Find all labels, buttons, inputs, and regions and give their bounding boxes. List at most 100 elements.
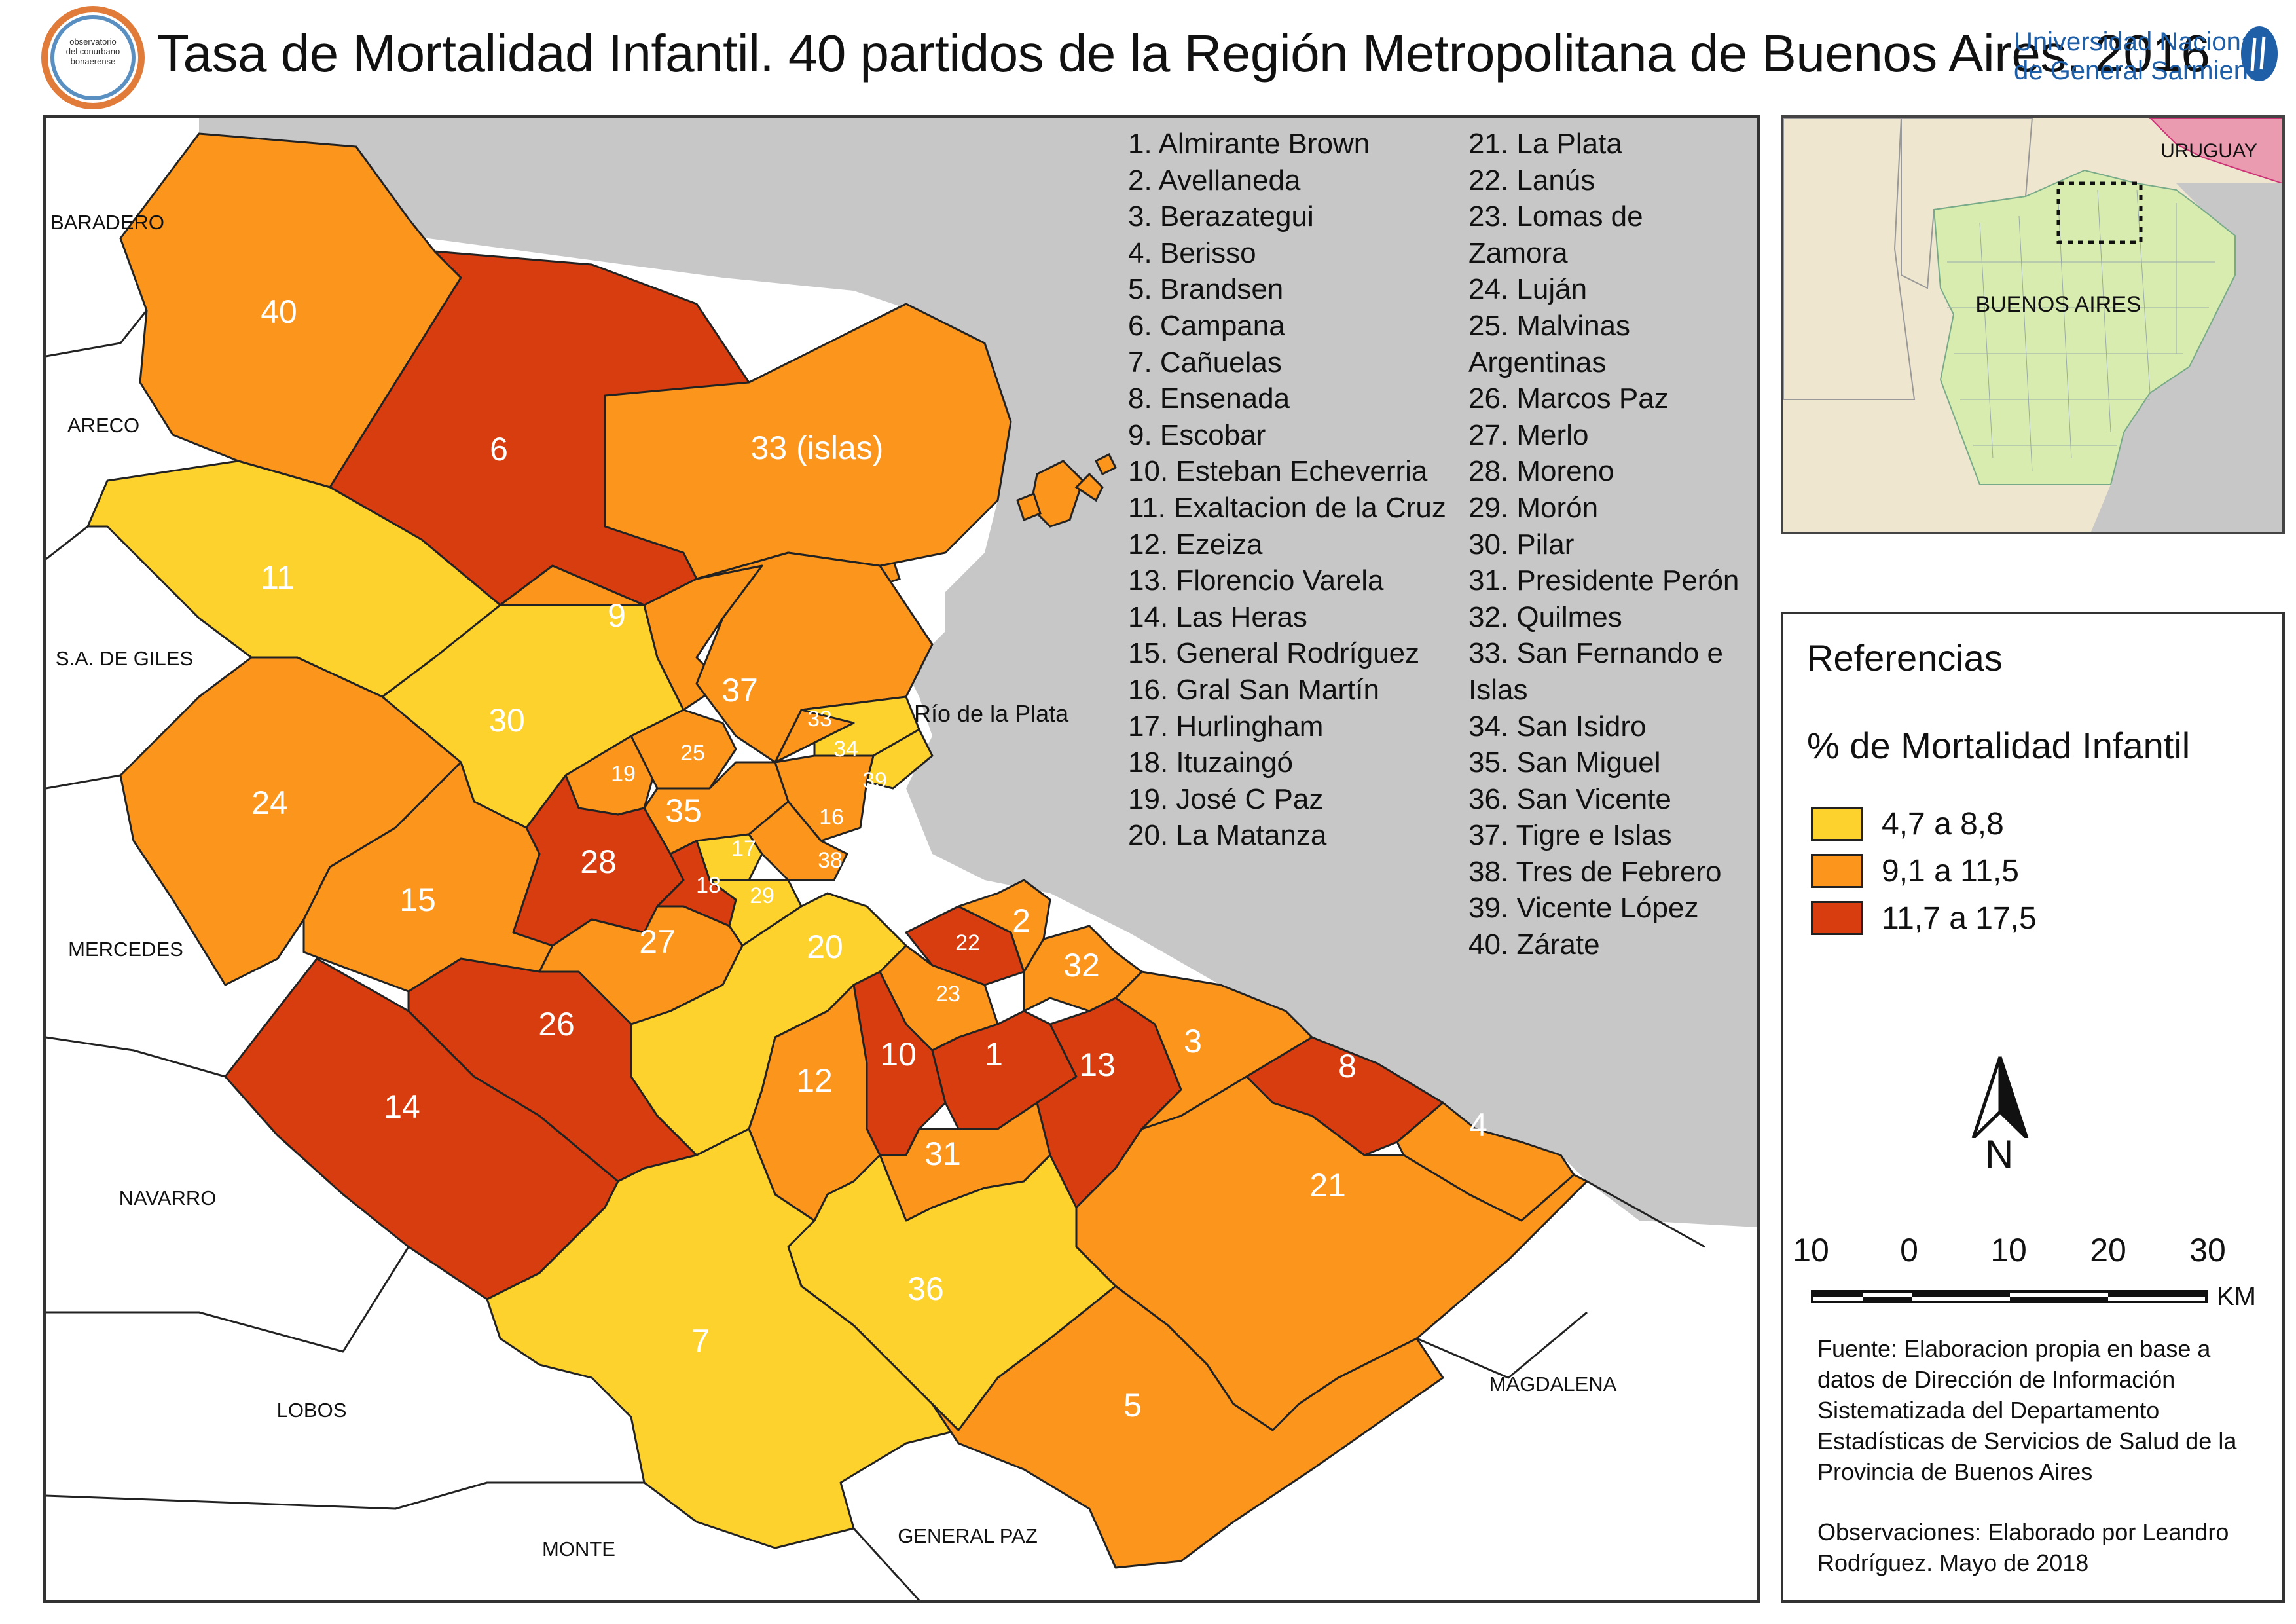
observations-note: Observaciones: Elaborado por Leandro Rod… [1817, 1519, 2229, 1576]
legend-label-low: 4,7 a 8,8 [1882, 806, 2004, 841]
label-region-23: 23 [936, 982, 960, 1006]
label-region-29: 29 [750, 883, 774, 908]
list-item: 11. Exaltacion de la Cruz [1128, 491, 1446, 524]
rio-de-la-plata-water [199, 118, 1757, 1227]
map-title: Tasa de Mortalidad Infantil. 40 partidos… [157, 24, 2210, 83]
label-region-1: 1 [985, 1036, 1003, 1073]
university-line-2: de General Sarmiento [2014, 56, 2270, 85]
label-region-24: 24 [251, 784, 288, 821]
list-item: 17. Hurlingham [1128, 710, 1324, 743]
legend-swatch-high [1811, 901, 1863, 935]
label-region-25: 25 [680, 741, 705, 766]
list-item: 38. Tres de Febrero [1468, 855, 1722, 888]
list-item: 13. Florencio Varela [1128, 564, 1384, 597]
list-item: 28. Moreno [1468, 455, 1614, 488]
label-magdalena: MAGDALENA [1489, 1373, 1617, 1395]
label-region-37: 37 [721, 672, 758, 709]
label-region-10: 10 [880, 1036, 917, 1073]
list-item: 32. Quilmes [1468, 600, 1622, 633]
label-region-22: 22 [955, 931, 980, 955]
region-2-avellaneda [957, 879, 1051, 973]
scale-tick: 0 [1900, 1232, 1918, 1268]
list-item: 1. Almirante Brown [1128, 128, 1370, 160]
university-name: Universidad Nacional de General Sarmient… [2014, 28, 2270, 85]
label-region-40: 40 [261, 293, 297, 330]
label-region-6: 6 [490, 431, 508, 468]
list-item: 2. Avellaneda [1128, 164, 1301, 196]
label-region-4: 4 [1469, 1107, 1487, 1143]
list-item: 20. La Matanza [1128, 819, 1327, 852]
label-region-33-small: 33 [807, 707, 832, 731]
label-region-17: 17 [731, 836, 756, 861]
legend-item-low: 4,7 a 8,8 [1811, 803, 2004, 845]
list-item: 14. Las Heras [1128, 600, 1307, 633]
university-line-1: Universidad Nacional [2014, 28, 2261, 56]
region-38-tres-de-febrero [748, 800, 848, 881]
label-region-13: 13 [1079, 1046, 1116, 1083]
scale-tick: 30 [2189, 1232, 2226, 1268]
partidos-list-col1: 1. Almirante Brown 2. Avellaneda 3. Bera… [1128, 126, 1446, 854]
label-region-8: 8 [1338, 1048, 1357, 1084]
list-item: 26. Marcos Paz [1468, 382, 1669, 415]
observatorio-logo-text: observatorio del conurbano bonaerense [65, 37, 120, 66]
label-region-19: 19 [611, 762, 636, 786]
list-item: 12. Ezeiza [1128, 528, 1263, 561]
list-item: 21. La Plata [1468, 128, 1622, 160]
list-item: 36. San Vicente [1468, 783, 1671, 815]
list-item: 4. Berisso [1128, 236, 1256, 269]
scale-numbers: 10 0 10 20 30 [1791, 1231, 2226, 1270]
label-region-39: 39 [862, 768, 887, 793]
scale-tick: 20 [2090, 1232, 2126, 1268]
label-uruguay: URUGUAY [2160, 140, 2257, 162]
label-region-31: 31 [924, 1135, 961, 1172]
list-item: Zamora [1468, 236, 1568, 269]
locator-map-svg: URUGUAY BUENOS AIRES [1783, 118, 2282, 532]
north-arrow-icon [1958, 1053, 2043, 1171]
source-note: Fuente: Elaboracion propia en base a dat… [1817, 1335, 2237, 1485]
list-item: 9. Escobar [1128, 418, 1266, 451]
region-map-svg: BARADERO ARECO S.A. DE GILES MERCEDES NA… [46, 118, 1757, 1600]
list-item: 16. Gral San Martín [1128, 673, 1379, 706]
legend-title: Referencias [1807, 637, 2003, 678]
university-logo-icon [2239, 25, 2280, 83]
list-item: 5. Brandsen [1128, 273, 1284, 306]
label-region-2: 2 [1012, 902, 1030, 939]
list-item: 25. Malvinas [1468, 309, 1631, 342]
list-item: 15. General Rodríguez [1128, 637, 1420, 670]
label-region-32: 32 [1063, 947, 1100, 984]
region-9-escobar [499, 564, 763, 711]
label-region-30: 30 [488, 702, 525, 739]
north-label: N [1985, 1132, 2014, 1176]
label-rio-de-la-plata: Río de la Plata [914, 700, 1069, 727]
label-region-34: 34 [833, 737, 858, 762]
label-region-33-islas: 33 (islas) [751, 430, 884, 466]
label-region-26: 26 [538, 1006, 575, 1043]
list-item: 33. San Fernando e [1468, 637, 1723, 670]
list-item: Islas [1468, 673, 1528, 706]
label-mercedes: MERCEDES [68, 938, 183, 961]
label-region-28: 28 [580, 843, 617, 880]
list-item: 3. Berazategui [1128, 200, 1314, 233]
label-region-36: 36 [907, 1270, 944, 1307]
observatorio-logo: observatorio del conurbano bonaerense [41, 5, 145, 110]
label-areco: ARECO [67, 414, 139, 437]
observatorio-logo-ring [41, 6, 145, 109]
legend-item-mid: 9,1 a 11,5 [1811, 850, 2019, 892]
list-item: 24. Luján [1468, 273, 1588, 306]
partidos-list-col2: 21. La Plata 22. Lanús 23. Lomas de Zamo… [1468, 126, 1739, 963]
list-item: 27. Merlo [1468, 418, 1589, 451]
list-item: 10. Esteban Echeverria [1128, 455, 1428, 488]
label-sa-de-giles: S.A. DE GILES [56, 647, 193, 670]
scale-tick: 10 [1793, 1232, 1829, 1268]
label-region-15: 15 [399, 881, 436, 918]
label-buenos-aires: BUENOS AIRES [1975, 292, 2141, 317]
scale-bar [1811, 1290, 2208, 1303]
main-map: BARADERO ARECO S.A. DE GILES MERCEDES NA… [43, 115, 1760, 1603]
list-item: 40. Zárate [1468, 929, 1600, 961]
label-region-14: 14 [384, 1088, 420, 1125]
region-5-brandsen [931, 1285, 1444, 1569]
legend-swatch-mid [1811, 854, 1863, 888]
legend-item-high: 11,7 a 17,5 [1811, 897, 2037, 939]
list-item: 7. Cañuelas [1128, 346, 1282, 378]
list-item: 39. Vicente López [1468, 892, 1699, 925]
